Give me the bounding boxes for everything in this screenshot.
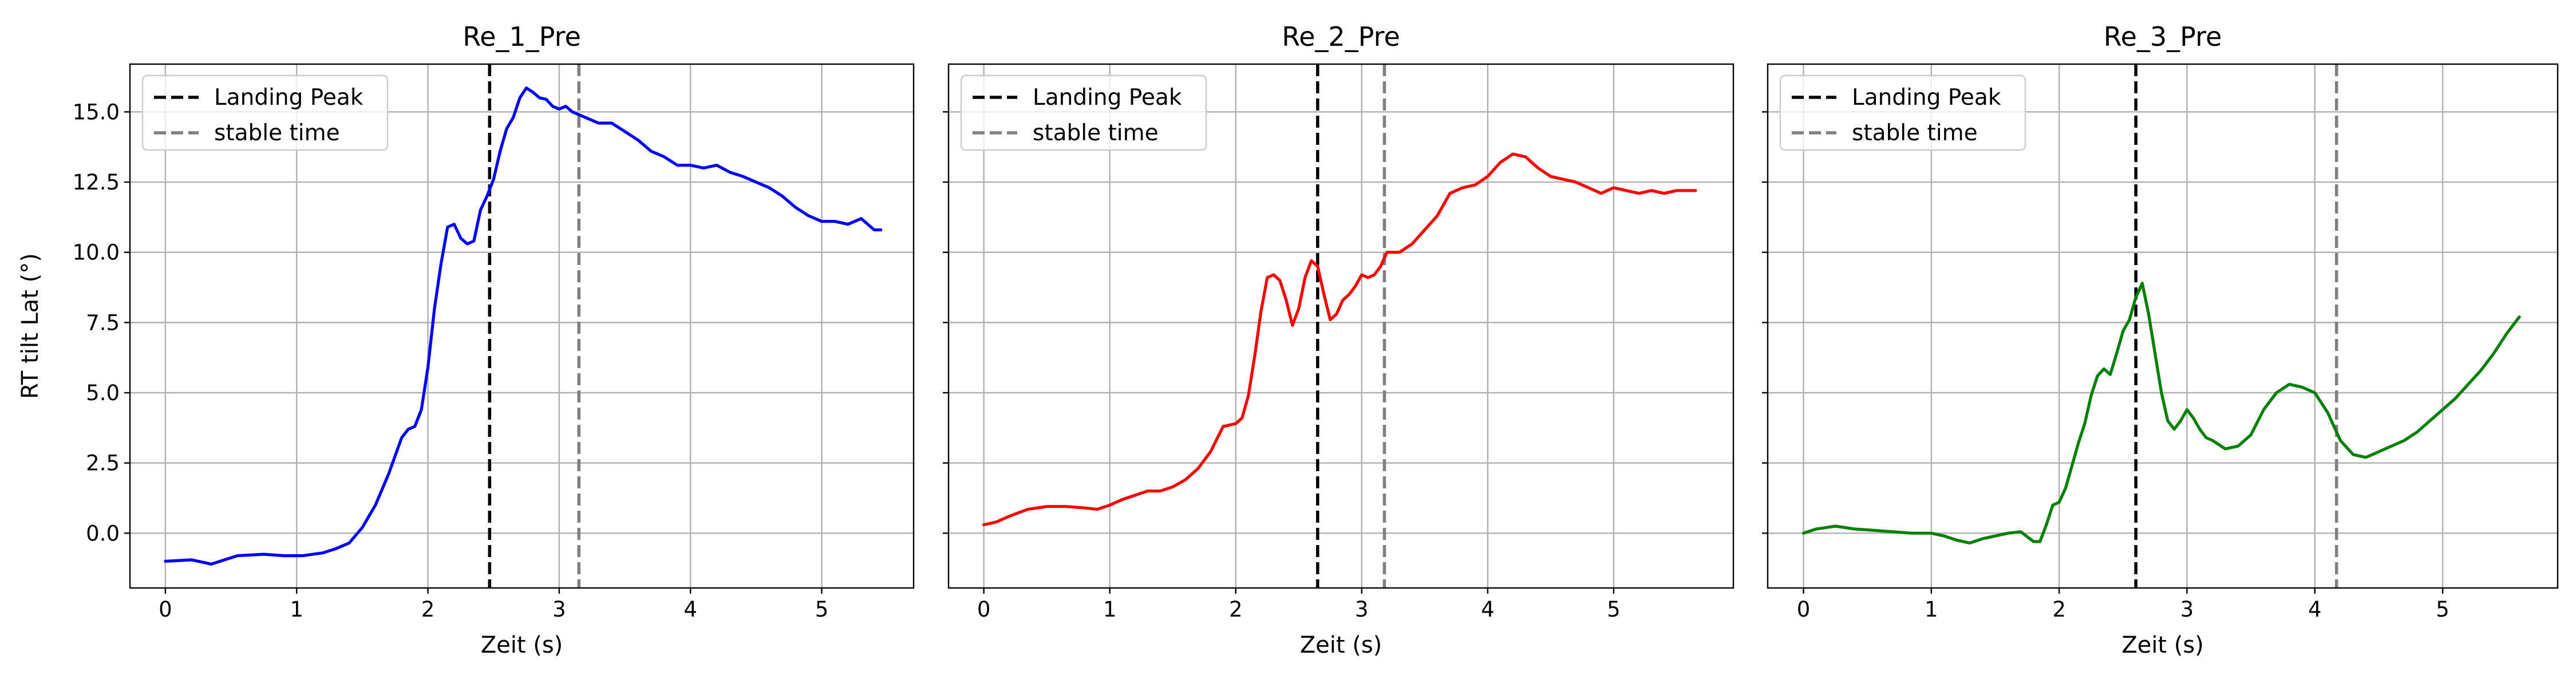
plot-frame <box>947 63 1735 589</box>
legend-label: stable time <box>1852 120 1978 146</box>
legend: Landing Peak stable time <box>141 74 389 151</box>
y-tick-label: 2.5 <box>86 451 120 476</box>
x-tick-label: 5 <box>2436 597 2449 622</box>
series-line <box>1801 282 2521 545</box>
vlines <box>488 64 581 588</box>
x-axis-label: Zeit (s) <box>481 632 563 658</box>
y-tick-label: 5.0 <box>86 381 120 405</box>
x-tick-label: 4 <box>2308 597 2322 622</box>
x-tick-label: 2 <box>421 597 435 622</box>
legend-label: stable time <box>1033 120 1159 146</box>
y-tick-label: 0.0 <box>86 521 120 546</box>
ticks: 0 1 2 3 4 5 0.0 2.5 5.0 7.5 10.0 12.5 15.0 <box>73 100 829 622</box>
x-tick-label: 5 <box>815 597 829 622</box>
x-tick-label: 2 <box>1229 597 1243 622</box>
y-axis-label: RT tilt Lat (°) <box>17 253 44 399</box>
legend-label: Landing Peak <box>1033 85 1182 110</box>
legend-label: Landing Peak <box>1852 85 2001 110</box>
x-tick-label: 0 <box>977 597 991 622</box>
legend: Landing Peak stable time <box>960 74 1207 151</box>
x-tick-label: 3 <box>1355 597 1369 622</box>
legend-label: stable time <box>214 120 340 146</box>
series-line <box>164 86 883 566</box>
legend-box <box>141 74 389 151</box>
x-tick-label: 3 <box>552 597 566 622</box>
series-group <box>982 152 1697 527</box>
x-axis-label: Zeit (s) <box>1300 632 1382 658</box>
subplot-title: Re_3_Pre <box>2104 21 2222 52</box>
series-group <box>164 86 883 566</box>
x-axis-label: Zeit (s) <box>2121 632 2204 658</box>
plot-frame <box>1767 63 2559 589</box>
legend: Landing Peak stable time <box>1779 74 2026 151</box>
y-tick-label: 7.5 <box>86 310 120 335</box>
ticks: 0 1 2 3 4 5 <box>943 111 1621 622</box>
subplot-title: Re_2_Pre <box>1282 21 1400 52</box>
x-tick-label: 3 <box>2180 597 2194 622</box>
x-tick-label: 4 <box>1481 597 1495 622</box>
subplot-3: 0 1 2 3 4 5 Re_3_Pre Zeit (s) Landing Peak stable… <box>1762 21 2559 658</box>
legend-label: Landing Peak <box>214 85 364 110</box>
y-tick-label: 12.5 <box>73 170 120 195</box>
series-line <box>982 152 1697 527</box>
x-tick-label: 1 <box>290 597 303 622</box>
x-tick-label: 0 <box>159 597 172 622</box>
x-tick-label: 5 <box>1607 597 1621 622</box>
grid <box>949 64 1733 588</box>
x-tick-label: 4 <box>683 597 697 622</box>
x-tick-label: 1 <box>1925 597 1938 622</box>
grid <box>130 64 914 588</box>
y-tick-label: 10.0 <box>73 240 120 265</box>
vlines <box>1316 64 1386 588</box>
legend-box <box>960 74 1207 151</box>
y-tick-label: 15.0 <box>73 100 120 124</box>
subplot-1: 0 1 2 3 4 5 0.0 2.5 5.0 7.5 10.0 12.5 15.0 Re_1_Pre Ze… <box>17 21 915 658</box>
series-group <box>1801 282 2521 545</box>
legend-box <box>1779 74 2026 151</box>
subplot-2: 0 1 2 3 4 5 Re_2_Pre Zeit (s) Landing Peak stable… <box>943 21 1735 658</box>
vlines <box>2134 64 2338 588</box>
x-tick-label: 0 <box>1797 597 1811 622</box>
x-tick-label: 1 <box>1103 597 1117 622</box>
plot-frame <box>129 63 915 589</box>
x-tick-label: 2 <box>2052 597 2066 622</box>
subplot-title: Re_1_Pre <box>463 21 581 52</box>
ticks: 0 1 2 3 4 5 <box>1762 111 2449 622</box>
